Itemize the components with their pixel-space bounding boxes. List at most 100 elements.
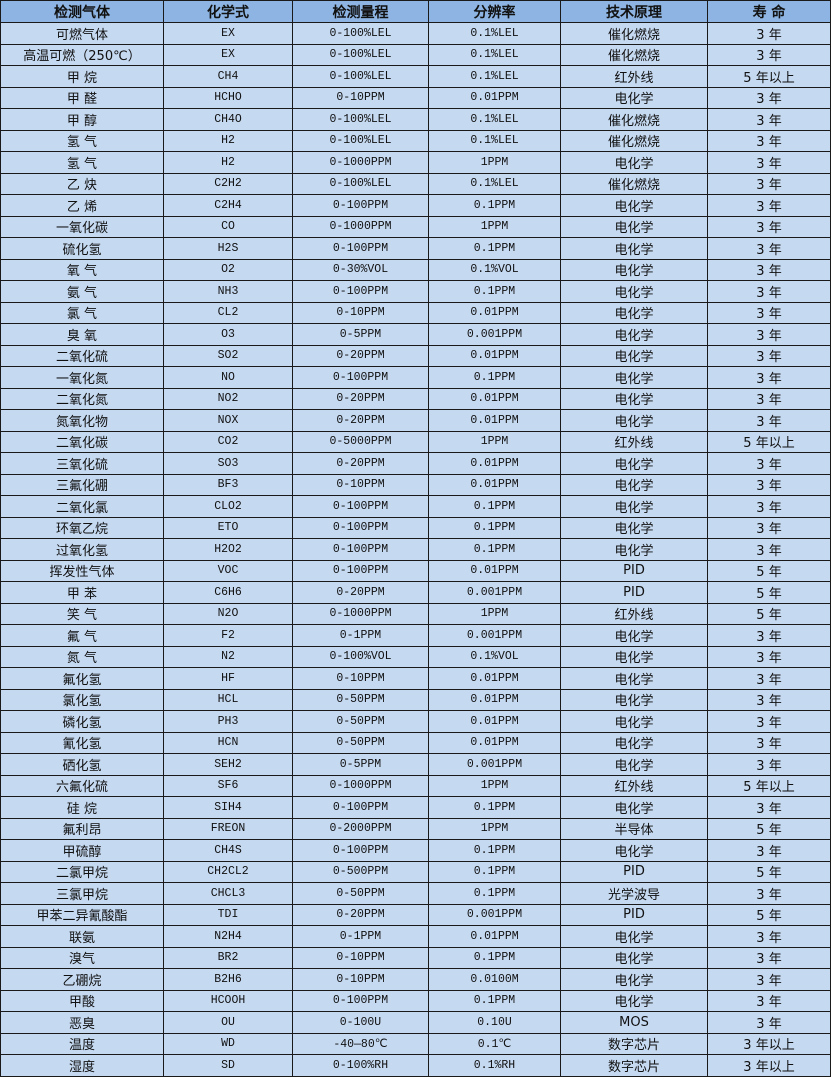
cell-formula: EX xyxy=(163,22,293,45)
cell-formula: C2H4 xyxy=(163,194,293,217)
table-row: 二氧化硫 SO2 0-20PPM 0.01PPM 电化学 3 年 xyxy=(0,344,831,367)
cell-formula: CO2 xyxy=(163,430,293,453)
cell-formula: TDI xyxy=(163,903,293,926)
cell-resolution: 0.01PPM xyxy=(428,731,561,754)
cell-range: 0-100PPM xyxy=(292,495,429,518)
cell-lifespan: 3 年 xyxy=(707,688,831,711)
cell-formula: N2H4 xyxy=(163,925,293,948)
cell-formula: C6H6 xyxy=(163,581,293,604)
cell-principle: 电化学 xyxy=(560,516,708,539)
cell-gas-name: 硫化氢 xyxy=(0,237,164,260)
cell-range: 0-1000PPM xyxy=(292,774,429,797)
cell-formula: VOC xyxy=(163,559,293,582)
cell-range: 0-20PPM xyxy=(292,581,429,604)
cell-principle: 电化学 xyxy=(560,667,708,690)
cell-gas-name: 甲苯二异氰酸酯 xyxy=(0,903,164,926)
cell-resolution: 0.0100M xyxy=(428,968,561,991)
cell-principle: 催化燃烧 xyxy=(560,172,708,195)
cell-formula: C2H2 xyxy=(163,172,293,195)
cell-lifespan: 3 年 xyxy=(707,452,831,475)
cell-principle: 电化学 xyxy=(560,989,708,1012)
cell-range: 0-20PPM xyxy=(292,409,429,432)
cell-range: 0-5000PPM xyxy=(292,430,429,453)
cell-lifespan: 5 年 xyxy=(707,903,831,926)
cell-range: 0-20PPM xyxy=(292,344,429,367)
cell-range: 0-100PPM xyxy=(292,280,429,303)
cell-range: 0-10PPM xyxy=(292,473,429,496)
cell-lifespan: 3 年 xyxy=(707,882,831,905)
cell-lifespan: 3 年 xyxy=(707,258,831,281)
cell-lifespan: 3 年 xyxy=(707,473,831,496)
cell-principle: PID xyxy=(560,581,708,604)
cell-principle: 电化学 xyxy=(560,688,708,711)
cell-formula: HCOOH xyxy=(163,989,293,1012)
table-row: 三氧化硫 SO3 0-20PPM 0.01PPM 电化学 3 年 xyxy=(0,452,831,475)
cell-lifespan: 3 年 xyxy=(707,731,831,754)
cell-resolution: 0.001PPM xyxy=(428,624,561,647)
cell-principle: 催化燃烧 xyxy=(560,108,708,131)
cell-principle: 电化学 xyxy=(560,344,708,367)
cell-formula: F2 xyxy=(163,624,293,647)
cell-resolution: 0.001PPM xyxy=(428,903,561,926)
cell-resolution: 0.1%LEL xyxy=(428,129,561,152)
cell-range: 0-100PPM xyxy=(292,366,429,389)
table-row: 硫化氢 H2S 0-100PPM 0.1PPM 电化学 3 年 xyxy=(0,237,831,260)
cell-principle: 电化学 xyxy=(560,151,708,174)
cell-resolution: 0.1PPM xyxy=(428,237,561,260)
cell-range: 0-1PPM xyxy=(292,925,429,948)
table-row: 甲 醛 HCHO 0-10PPM 0.01PPM 电化学 3 年 xyxy=(0,86,831,109)
cell-principle: 电化学 xyxy=(560,753,708,776)
cell-principle: 电化学 xyxy=(560,946,708,969)
cell-lifespan: 3 年以上 xyxy=(707,1032,831,1055)
cell-formula: O3 xyxy=(163,323,293,346)
table-row: 硒化氢 SEH2 0-5PPM 0.001PPM 电化学 3 年 xyxy=(0,753,831,776)
cell-resolution: 0.001PPM xyxy=(428,753,561,776)
cell-gas-name: 磷化氢 xyxy=(0,710,164,733)
cell-gas-name: 臭 氧 xyxy=(0,323,164,346)
cell-resolution: 0.1%LEL xyxy=(428,172,561,195)
table-row: 氮 气 N2 0-100%VOL 0.1%VOL 电化学 3 年 xyxy=(0,645,831,668)
table-row: 甲 醇 CH4O 0-100%LEL 0.1%LEL 催化燃烧 3 年 xyxy=(0,108,831,131)
cell-principle: 电化学 xyxy=(560,624,708,647)
cell-formula: H2O2 xyxy=(163,538,293,561)
table-row: 可燃气体 EX 0-100%LEL 0.1%LEL 催化燃烧 3 年 xyxy=(0,22,831,45)
cell-resolution: 0.1℃ xyxy=(428,1032,561,1055)
cell-formula: SF6 xyxy=(163,774,293,797)
cell-formula: H2S xyxy=(163,237,293,260)
cell-gas-name: 二氯甲烷 xyxy=(0,860,164,883)
cell-resolution: 0.01PPM xyxy=(428,710,561,733)
cell-principle: 电化学 xyxy=(560,710,708,733)
cell-resolution: 0.01PPM xyxy=(428,473,561,496)
column-header-formula: 化学式 xyxy=(163,0,293,23)
cell-range: 0-100PPM xyxy=(292,559,429,582)
cell-range: 0-20PPM xyxy=(292,387,429,410)
cell-lifespan: 3 年 xyxy=(707,925,831,948)
cell-lifespan: 5 年以上 xyxy=(707,774,831,797)
cell-resolution: 0.01PPM xyxy=(428,452,561,475)
cell-resolution: 0.1PPM xyxy=(428,538,561,561)
cell-range: -40—80℃ xyxy=(292,1032,429,1055)
cell-gas-name: 联氨 xyxy=(0,925,164,948)
cell-gas-name: 湿度 xyxy=(0,1054,164,1077)
cell-range: 0-100PPM xyxy=(292,538,429,561)
cell-gas-name: 硒化氢 xyxy=(0,753,164,776)
cell-range: 0-30%VOL xyxy=(292,258,429,281)
cell-gas-name: 氯 气 xyxy=(0,301,164,324)
cell-principle: 催化燃烧 xyxy=(560,43,708,66)
cell-lifespan: 3 年 xyxy=(707,237,831,260)
cell-resolution: 0.1PPM xyxy=(428,495,561,518)
cell-range: 0-1PPM xyxy=(292,624,429,647)
cell-range: 0-100%LEL xyxy=(292,65,429,88)
cell-principle: 电化学 xyxy=(560,839,708,862)
cell-formula: SO3 xyxy=(163,452,293,475)
table-row: 氢 气 H2 0-100%LEL 0.1%LEL 催化燃烧 3 年 xyxy=(0,129,831,152)
cell-formula: BF3 xyxy=(163,473,293,496)
cell-lifespan: 3 年 xyxy=(707,1011,831,1034)
cell-formula: PH3 xyxy=(163,710,293,733)
cell-gas-name: 笑 气 xyxy=(0,602,164,625)
cell-principle: 半导体 xyxy=(560,817,708,840)
cell-gas-name: 三氧化硫 xyxy=(0,452,164,475)
cell-formula: H2 xyxy=(163,151,293,174)
cell-principle: 电化学 xyxy=(560,301,708,324)
